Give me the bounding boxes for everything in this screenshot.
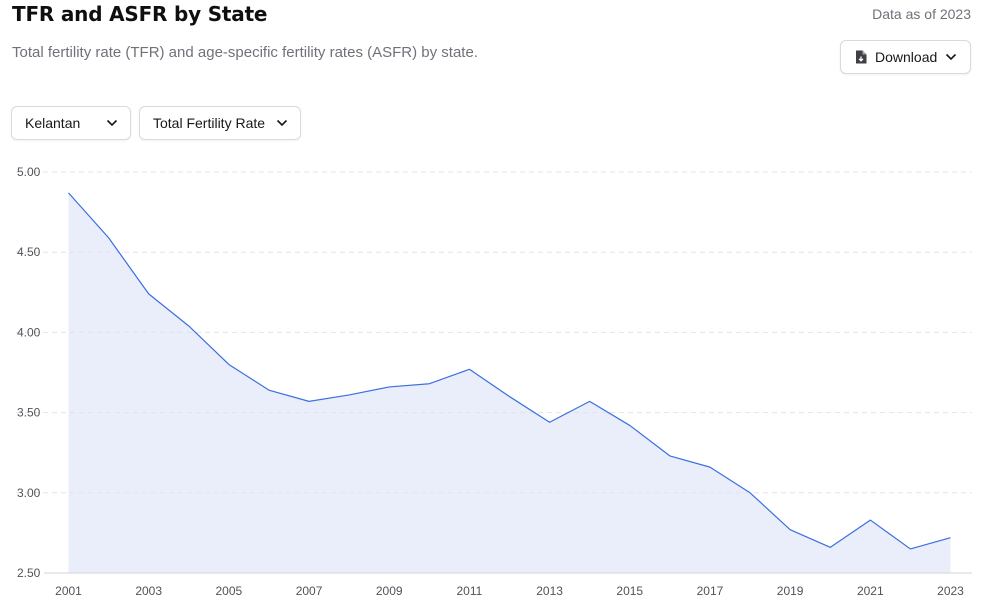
state-select[interactable]: Kelantan <box>11 106 131 140</box>
data-as-of-label: Data as of 2023 <box>872 6 971 22</box>
download-button[interactable]: Download <box>840 40 971 74</box>
x-tick-label: 2005 <box>216 584 243 598</box>
x-tick-label: 2013 <box>536 584 563 598</box>
x-tick-label: 2015 <box>616 584 643 598</box>
x-tick-label: 2007 <box>296 584 323 598</box>
download-label: Download <box>875 49 938 65</box>
y-tick-label: 3.50 <box>17 406 41 420</box>
chevron-down-icon <box>945 53 957 61</box>
x-tick-label: 2009 <box>376 584 403 598</box>
x-tick-label: 2003 <box>135 584 162 598</box>
y-tick-label: 3.00 <box>17 486 41 500</box>
y-tick-label: 5.00 <box>17 165 41 179</box>
page-description: Total fertility rate (TFR) and age-speci… <box>12 44 478 61</box>
chevron-down-icon <box>276 119 288 127</box>
y-tick-label: 4.50 <box>17 245 41 259</box>
x-tick-label: 2021 <box>857 584 884 598</box>
x-tick-label: 2019 <box>777 584 804 598</box>
area-fill <box>68 192 951 574</box>
x-tick-label: 2011 <box>457 584 483 598</box>
metric-select-value: Total Fertility Rate <box>153 115 266 131</box>
file-icon <box>855 50 867 64</box>
fertility-rate-chart: 2.50 3.00 3.50 4.00 4.50 5.00 2001 2003 2005 2007… <box>16 165 972 598</box>
x-tick-label: 2023 <box>937 584 964 598</box>
state-select-value: Kelantan <box>25 115 81 131</box>
metric-select[interactable]: Total Fertility Rate <box>139 106 301 140</box>
y-tick-label: 4.00 <box>17 325 41 339</box>
y-tick-label: 2.50 <box>17 566 41 580</box>
page-title: TFR and ASFR by State <box>12 2 268 26</box>
x-tick-label: 2017 <box>697 584 724 598</box>
series-line <box>68 192 951 550</box>
chevron-down-icon <box>106 119 118 127</box>
x-tick-label: 2001 <box>55 584 82 598</box>
